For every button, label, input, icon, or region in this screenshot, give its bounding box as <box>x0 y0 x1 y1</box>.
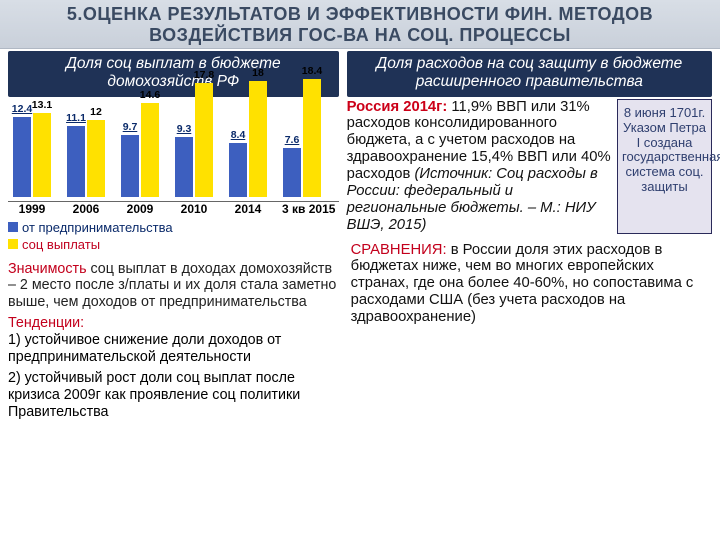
significance-block: Значимость соц выплат в доходах домохозя… <box>8 261 339 312</box>
bar-group: 9.317.8 <box>174 83 214 197</box>
tendency-1: 1) устойчивое снижение доли доходов от п… <box>8 332 339 366</box>
bar-group: 11.112 <box>66 120 106 197</box>
bar-entrepreneurship: 8.4 <box>229 143 247 197</box>
bar-group: 12.413.1 <box>12 113 52 197</box>
compare-label: СРАВНЕНИЯ: <box>351 242 447 258</box>
bar-value-label: 18 <box>246 67 270 79</box>
left-column: Доля соц выплат в бюджете домохозяйств Р… <box>8 51 339 533</box>
legend-item-1: от предпринимательства <box>8 220 339 235</box>
tendencies-block: Тенденции: 1) устойчивое снижение доли д… <box>8 315 339 420</box>
bar-value-label: 12 <box>84 106 108 118</box>
chart-legend: от предпринимательства соц выплаты <box>8 220 339 252</box>
x-axis-label: 2014 <box>228 202 268 216</box>
bar-value-label: 9.3 <box>172 123 196 135</box>
bar-value-label: 13.1 <box>30 99 54 111</box>
bar-social-payments: 14.6 <box>141 103 159 196</box>
right-subtitle: Доля расходов на соц защиту в бюджете ра… <box>347 51 712 97</box>
bar-entrepreneurship: 12.4 <box>13 117 31 196</box>
sidebar-fact-box: 8 июня 1701г. Указом Петра I создана гос… <box>617 99 712 234</box>
legend-label-2: соц выплаты <box>22 237 100 252</box>
x-axis-label: 1999 <box>12 202 52 216</box>
chart-bar-groups: 12.413.111.1129.714.69.317.88.4187.618.4 <box>8 69 339 197</box>
slide-title: 5.ОЦЕНКА РЕЗУЛЬТАТОВ И ЭФФЕКТИВНОСТИ ФИН… <box>0 0 720 49</box>
bar-value-label: 18.4 <box>300 65 324 77</box>
legend-swatch-icon <box>8 239 18 249</box>
bar-entrepreneurship: 9.7 <box>121 135 139 197</box>
bar-social-payments: 18 <box>249 81 267 196</box>
russia-text-block: Россия 2014г: 11,9% ВВП или 31% расходов… <box>347 99 611 234</box>
chart-x-axis: 1999 2006 2009 2010 2014 3 кв 2015 <box>8 201 339 216</box>
x-axis-label: 2009 <box>120 202 160 216</box>
bar-social-payments: 13.1 <box>33 113 51 197</box>
x-axis-label: 3 кв 2015 <box>282 202 322 216</box>
bar-value-label: 9.7 <box>118 121 142 133</box>
chart-area: 12.413.111.1129.714.69.317.88.4187.618.4… <box>8 99 339 259</box>
bar-social-payments: 12 <box>87 120 105 197</box>
russia-label: Россия 2014г: <box>347 99 448 115</box>
bar-social-payments: 17.8 <box>195 83 213 197</box>
right-column: Доля расходов на соц защиту в бюджете ра… <box>347 51 712 533</box>
right-top-row: Россия 2014г: 11,9% ВВП или 31% расходов… <box>347 99 712 234</box>
bar-group: 7.618.4 <box>282 79 322 197</box>
main-columns: Доля соц выплат в бюджете домохозяйств Р… <box>0 49 720 539</box>
x-axis-label: 2010 <box>174 202 214 216</box>
legend-item-2: соц выплаты <box>8 237 339 252</box>
bar-group: 9.714.6 <box>120 103 160 196</box>
bar-value-label: 8.4 <box>226 129 250 141</box>
bar-entrepreneurship: 11.1 <box>67 126 85 197</box>
bar-value-label: 17.8 <box>192 69 216 81</box>
x-axis-label: 2006 <box>66 202 106 216</box>
znach-label: Значимость <box>8 261 87 277</box>
bar-value-label: 7.6 <box>280 134 304 146</box>
comparison-block: СРАВНЕНИЯ: в России доля этих расходов в… <box>347 242 712 326</box>
bar-value-label: 14.6 <box>138 89 162 101</box>
bar-entrepreneurship: 7.6 <box>283 148 301 197</box>
bar-group: 8.418 <box>228 81 268 196</box>
bar-social-payments: 18.4 <box>303 79 321 197</box>
bar-entrepreneurship: 9.3 <box>175 137 193 197</box>
tendencies-label: Тенденции: <box>8 315 339 332</box>
legend-label-1: от предпринимательства <box>22 220 173 235</box>
legend-swatch-icon <box>8 222 18 232</box>
tendency-2: 2) устойчивый рост доли соц выплат после… <box>8 370 339 421</box>
slide-root: 5.ОЦЕНКА РЕЗУЛЬТАТОВ И ЭФФЕКТИВНОСТИ ФИН… <box>0 0 720 540</box>
